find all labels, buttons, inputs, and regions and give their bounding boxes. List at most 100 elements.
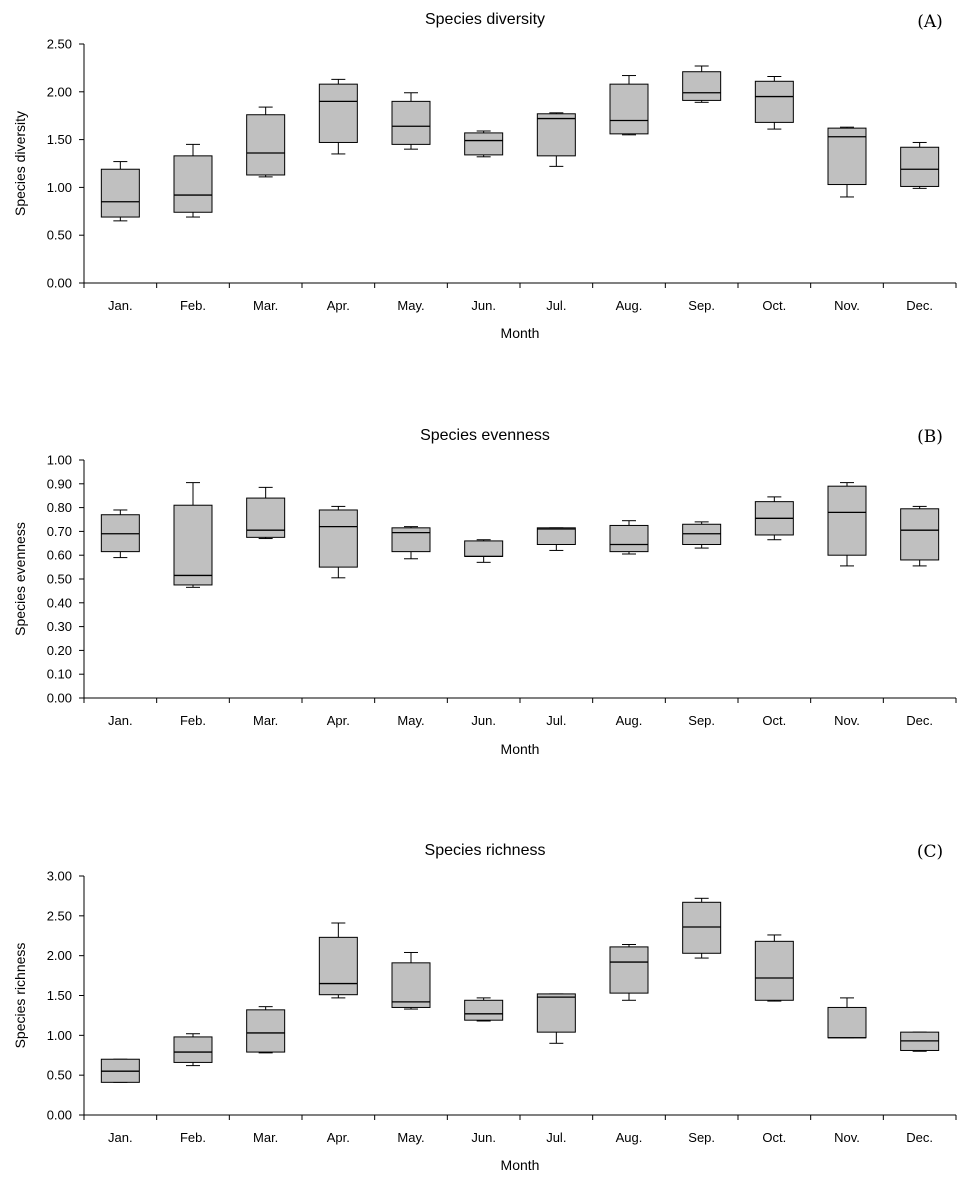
y-axis-label: Species diversity (12, 111, 28, 216)
x-tick-label: Nov. (834, 1130, 860, 1145)
x-axis-label: Month (501, 1157, 540, 1173)
x-tick-label: Feb. (180, 298, 206, 313)
panel-richness: Species richness (C) 0.00 0.50 1.00 1.50 2.00 2… (12, 842, 957, 1173)
box-iqr (827, 1006, 867, 1039)
x-tick-label: Jan. (108, 713, 133, 728)
x-tick-label: Sep. (688, 298, 715, 313)
y-tick-label: 0.00 (47, 276, 72, 291)
y-tick-label: 0.60 (47, 548, 72, 563)
x-tick-label: Aug. (616, 713, 643, 728)
box-iqr (391, 100, 431, 145)
box-dec (900, 505, 940, 567)
x-tick-label: Aug. (616, 1130, 643, 1145)
box-iqr (536, 993, 576, 1033)
box-iqr (754, 940, 794, 1001)
x-tick-label: Feb. (180, 713, 206, 728)
y-axis-label: Species evenness (12, 522, 28, 636)
y-tick-label: 1.50 (47, 132, 72, 147)
y-tick-label: 2.50 (47, 37, 72, 52)
x-tick-label: Nov. (834, 713, 860, 728)
box-jul (536, 527, 576, 551)
box-apr (318, 922, 358, 999)
x-tick-label: Apr. (327, 713, 350, 728)
x-tick-label: Jan. (108, 298, 133, 313)
x-tick-label: Dec. (906, 298, 933, 313)
box-iqr (827, 127, 867, 186)
x-tick-label: Oct. (762, 298, 786, 313)
x-tick-label: May. (397, 1130, 424, 1145)
box-jul (536, 112, 576, 167)
box-may (391, 92, 431, 150)
box-jun (464, 539, 504, 563)
x-tick-label: Dec. (906, 1130, 933, 1145)
box-oct (754, 496, 794, 541)
panel-label: (A) (917, 12, 943, 32)
x-tick-label: Apr. (327, 298, 350, 313)
y-tick-label: 0.40 (47, 595, 72, 610)
box-iqr (318, 83, 358, 143)
box-jul (536, 993, 576, 1044)
box-iqr (536, 527, 576, 545)
box-aug (609, 944, 649, 1001)
x-tick-label: Feb. (180, 1130, 206, 1145)
y-tick-label: 0.00 (47, 1108, 72, 1123)
x-tick-label: Oct. (762, 1130, 786, 1145)
box-aug (609, 520, 649, 555)
box-iqr (900, 508, 940, 561)
y-tick-label: 1.00 (47, 1028, 72, 1043)
box-iqr (100, 168, 140, 218)
x-tick-label: Jun. (471, 713, 496, 728)
chart-title: Species richness (425, 842, 546, 859)
x-tick-label: Aug. (616, 298, 643, 313)
box-may (391, 951, 431, 1010)
box-iqr (464, 132, 504, 156)
box-iqr (609, 946, 649, 994)
box-oct (754, 76, 794, 130)
y-tick-label: 0.00 (47, 691, 72, 706)
box-iqr (246, 1009, 286, 1053)
box-jun (464, 130, 504, 158)
box-sep (682, 521, 722, 549)
box-jan (100, 509, 140, 559)
x-tick-label: Jul. (546, 713, 566, 728)
box-mar (246, 486, 286, 540)
box-feb (173, 482, 213, 588)
box-iqr (318, 509, 358, 568)
box-iqr (318, 936, 358, 996)
panel-label: (B) (917, 427, 943, 447)
x-tick-label: Dec. (906, 713, 933, 728)
y-tick-label: 0.70 (47, 524, 72, 539)
x-tick-label: Apr. (327, 1130, 350, 1145)
x-tick-label: Jul. (546, 298, 566, 313)
y-axis-label: Species richness (12, 943, 28, 1049)
box-iqr (464, 999, 504, 1021)
y-tick-label: 0.90 (47, 476, 72, 491)
x-tick-label: May. (397, 298, 424, 313)
x-tick-label: Jun. (471, 1130, 496, 1145)
box-iqr (682, 71, 722, 101)
box-nov (827, 126, 867, 198)
box-iqr (536, 113, 576, 157)
box-apr (318, 505, 358, 579)
box-iqr (391, 527, 431, 553)
x-tick-label: Nov. (834, 298, 860, 313)
box-jun (464, 997, 504, 1022)
x-tick-label: Sep. (688, 713, 715, 728)
y-tick-label: 1.00 (47, 453, 72, 468)
box-sep (682, 897, 722, 959)
y-tick-label: 0.50 (47, 572, 72, 587)
y-tick-label: 1.50 (47, 988, 72, 1003)
box-dec (900, 141, 940, 189)
panel-evenness: Species evenness (B) 0.00 0.10 0.20 0.30 0.40 0… (12, 427, 957, 757)
box-iqr (391, 962, 431, 1008)
box-iqr (609, 524, 649, 553)
box-nov (827, 997, 867, 1039)
box-mar (246, 106, 286, 178)
box-oct (754, 934, 794, 1002)
box-jan (100, 1058, 140, 1083)
box-iqr (682, 901, 722, 954)
box-iqr (173, 504, 213, 586)
y-tick-label: 0.50 (47, 1068, 72, 1083)
box-iqr (900, 146, 940, 187)
